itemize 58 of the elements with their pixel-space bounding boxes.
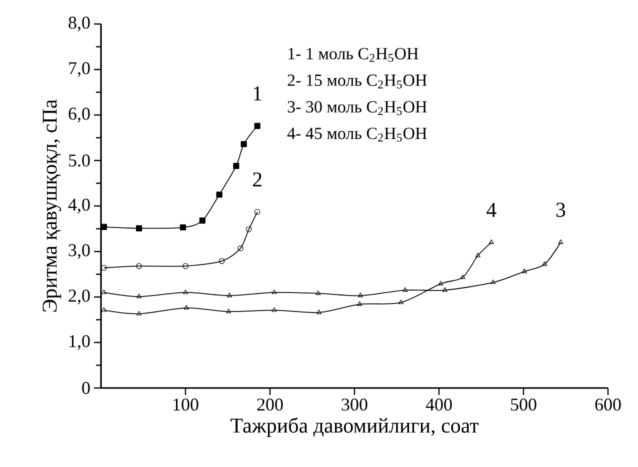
- annotation: 1- 1 моль C$_{2}$H$_{5}$OH: [288, 48, 418, 62]
- x-tick-label: 100: [174, 398, 198, 411]
- point: [136, 310, 142, 316]
- y-tick-label: 1,0: [70, 335, 90, 350]
- point: [460, 274, 466, 280]
- y-tick-label: 3,0: [68, 244, 90, 259]
- point: [442, 287, 448, 292]
- point: [357, 301, 362, 306]
- series-label: 1: [254, 86, 262, 100]
- x-tick-label: 500: [511, 398, 536, 411]
- y-tick-label: 4,0: [68, 198, 90, 214]
- point: [136, 294, 142, 298]
- x-tick-label: 400: [426, 398, 452, 411]
- annotation: 3- 30 моль C$_{2}$H$_{5}$OH: [288, 101, 427, 116]
- point: [136, 225, 142, 232]
- point: [246, 226, 252, 232]
- point: [180, 224, 186, 230]
- series-label: 3: [556, 202, 566, 217]
- point: [182, 263, 188, 269]
- point: [233, 162, 240, 170]
- series-label: 4: [486, 203, 496, 217]
- point: [398, 300, 404, 304]
- point: [226, 292, 232, 298]
- y-tick-label: 7,0: [69, 62, 90, 77]
- point: [522, 268, 527, 274]
- y-tick-label: 2,0: [68, 290, 90, 304]
- x-tick-label: 200: [257, 398, 283, 411]
- point: [240, 141, 247, 148]
- x-axis-title: Тажриба давомийлиги, соат: [230, 418, 479, 438]
- y-axis-title: Эритма қавушқоқл, сПа: [42, 100, 62, 312]
- point: [226, 308, 232, 314]
- point: [216, 192, 222, 198]
- point: [402, 287, 408, 292]
- point: [199, 218, 206, 224]
- point: [490, 280, 496, 284]
- point: [254, 122, 260, 129]
- y-tick-label: 6,0: [68, 108, 90, 122]
- y-tick-label: 0: [82, 382, 90, 394]
- point: [272, 307, 277, 312]
- point: [136, 263, 142, 269]
- point: [475, 252, 480, 258]
- point: [358, 292, 363, 298]
- series-label: 2: [252, 172, 262, 186]
- point: [316, 310, 322, 314]
- point: [238, 245, 244, 252]
- point: [182, 290, 188, 294]
- annotation: 2- 15 моль C$_{2}$H$_{5}$OH: [288, 74, 427, 88]
- y-tick-label: 8,0: [68, 16, 90, 32]
- y-tick-label: 5.0: [69, 154, 90, 167]
- point: [542, 261, 548, 266]
- point: [316, 290, 321, 295]
- point: [272, 290, 277, 294]
- point: [184, 305, 189, 310]
- x-tick-label: 600: [595, 398, 621, 411]
- annotation: 4- 45 моль C$_{2}$H$_{5}$OH: [287, 128, 427, 142]
- x-tick-label: 300: [342, 398, 368, 411]
- point: [438, 280, 444, 286]
- point: [218, 258, 225, 264]
